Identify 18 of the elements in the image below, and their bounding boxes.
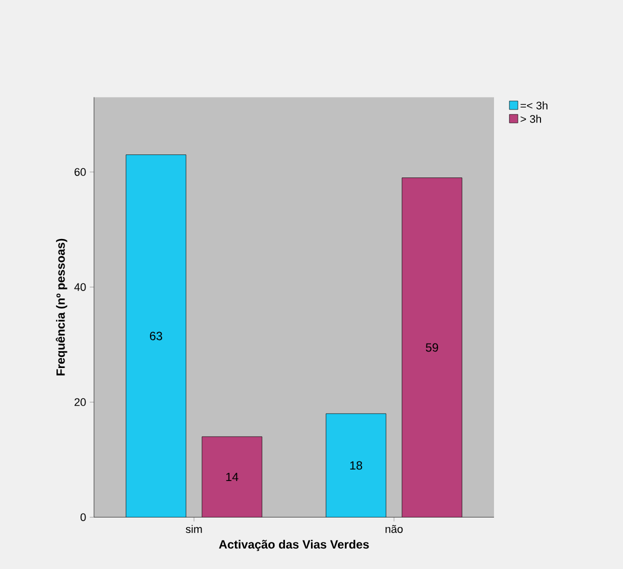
y-tick-label: 60 <box>74 168 86 176</box>
y-tick-label: 0 <box>80 513 86 522</box>
data-label: 59 <box>426 343 438 352</box>
bar <box>202 436 262 518</box>
x-tick-label: não <box>386 524 403 533</box>
y-axis-title: Frequência (nº pessoas) <box>56 238 68 376</box>
x-axis-title: Activação das Vias Verdes <box>218 540 369 552</box>
bar <box>402 178 462 518</box>
x-tick-label: sim <box>186 524 202 534</box>
bar <box>326 413 386 518</box>
y-tick-label: 40 <box>74 283 86 291</box>
legend-label: > 3h <box>520 114 541 123</box>
data-label: 18 <box>350 461 362 470</box>
legend-label: =< 3h <box>520 101 548 110</box>
data-label: 63 <box>150 332 162 340</box>
data-label: 14 <box>226 472 238 482</box>
y-tick-label: 20 <box>74 398 86 406</box>
bar <box>126 154 186 518</box>
